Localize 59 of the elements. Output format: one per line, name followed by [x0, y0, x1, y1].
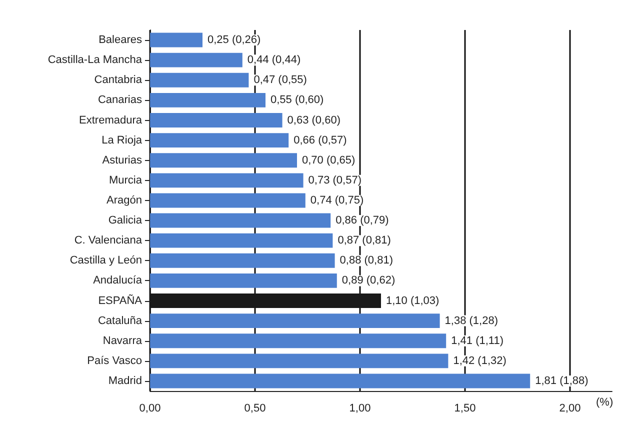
y-tick-label: Cantabria — [94, 74, 143, 86]
data-label: 0,73 (0,57) — [308, 174, 362, 186]
bar — [150, 113, 282, 128]
bar — [150, 32, 202, 48]
y-tick-label: Asturias — [102, 154, 142, 166]
y-tick-label: País Vasco — [87, 354, 142, 367]
data-label: 0,66 (0,57) — [294, 134, 347, 146]
x-tick-label: 0,00 — [139, 402, 161, 414]
bar — [150, 153, 297, 168]
y-tick-label: Canarias — [98, 94, 142, 106]
bar — [150, 334, 446, 348]
data-label: 0,25 (0,26) — [208, 34, 261, 46]
data-label: 0,74 (0,75) — [310, 194, 364, 206]
x-tick-label: 1,50 — [454, 402, 476, 414]
data-label: 0,88 (0,81) — [340, 254, 394, 267]
y-tick-label: Castilla y León — [70, 254, 142, 267]
data-label: 1,10 (1,03) — [386, 294, 440, 307]
data-label: 1,42 (1,32) — [453, 354, 506, 367]
bar — [150, 133, 289, 148]
x-tick-label: 2,00 — [559, 402, 581, 414]
y-tick-label: Galicia — [108, 214, 143, 227]
y-tick-label: Aragón — [106, 194, 142, 206]
y-tick-label: Extremadura — [79, 114, 143, 126]
data-label: 0,47 (0,55) — [254, 74, 307, 86]
data-label: 0,86 (0,79) — [336, 214, 389, 227]
x-tick-label: 0,50 — [244, 402, 266, 414]
bar — [150, 173, 304, 188]
bar — [150, 374, 530, 388]
x-tick-label: 1,00 — [349, 402, 371, 414]
y-tick-label: C. Valenciana — [74, 234, 143, 247]
data-label: 0,89 (0,62) — [342, 274, 396, 287]
bar — [150, 92, 266, 108]
data-label: 0,87 (0,81) — [338, 234, 391, 247]
data-label: 1,38 (1,28) — [444, 314, 498, 327]
bar — [150, 273, 337, 288]
y-tick-label: Andalucía — [93, 274, 143, 287]
bar — [150, 213, 331, 228]
data-label: 0,70 (0,65) — [302, 154, 356, 166]
y-tick-label: Murcia — [108, 174, 143, 186]
bar — [150, 354, 448, 368]
bar — [150, 233, 333, 248]
y-tick-label: Cataluña — [98, 314, 143, 327]
y-tick-label: Navarra — [102, 334, 143, 347]
y-tick-label: La Rioja — [102, 134, 143, 146]
data-label: 1,81 (1,88) — [535, 374, 588, 387]
data-label: 0,55 (0,60) — [270, 94, 324, 106]
data-label: 1,41 (1,11) — [451, 334, 504, 347]
y-tick-label: ESPAÑA — [98, 294, 143, 307]
y-tick-label: Castilla-La Mancha — [48, 54, 143, 66]
bar — [150, 72, 249, 88]
bar — [150, 314, 440, 328]
y-tick-label: Baleares — [98, 34, 142, 46]
data-label: 0,44 (0,44) — [247, 54, 301, 66]
y-tick-label: Madrid — [108, 374, 142, 387]
bar — [150, 253, 335, 268]
bar — [150, 52, 242, 68]
x-axis-title: (%) — [596, 396, 614, 408]
data-label: 0,63 (0,60) — [287, 114, 341, 126]
bar — [150, 193, 306, 208]
